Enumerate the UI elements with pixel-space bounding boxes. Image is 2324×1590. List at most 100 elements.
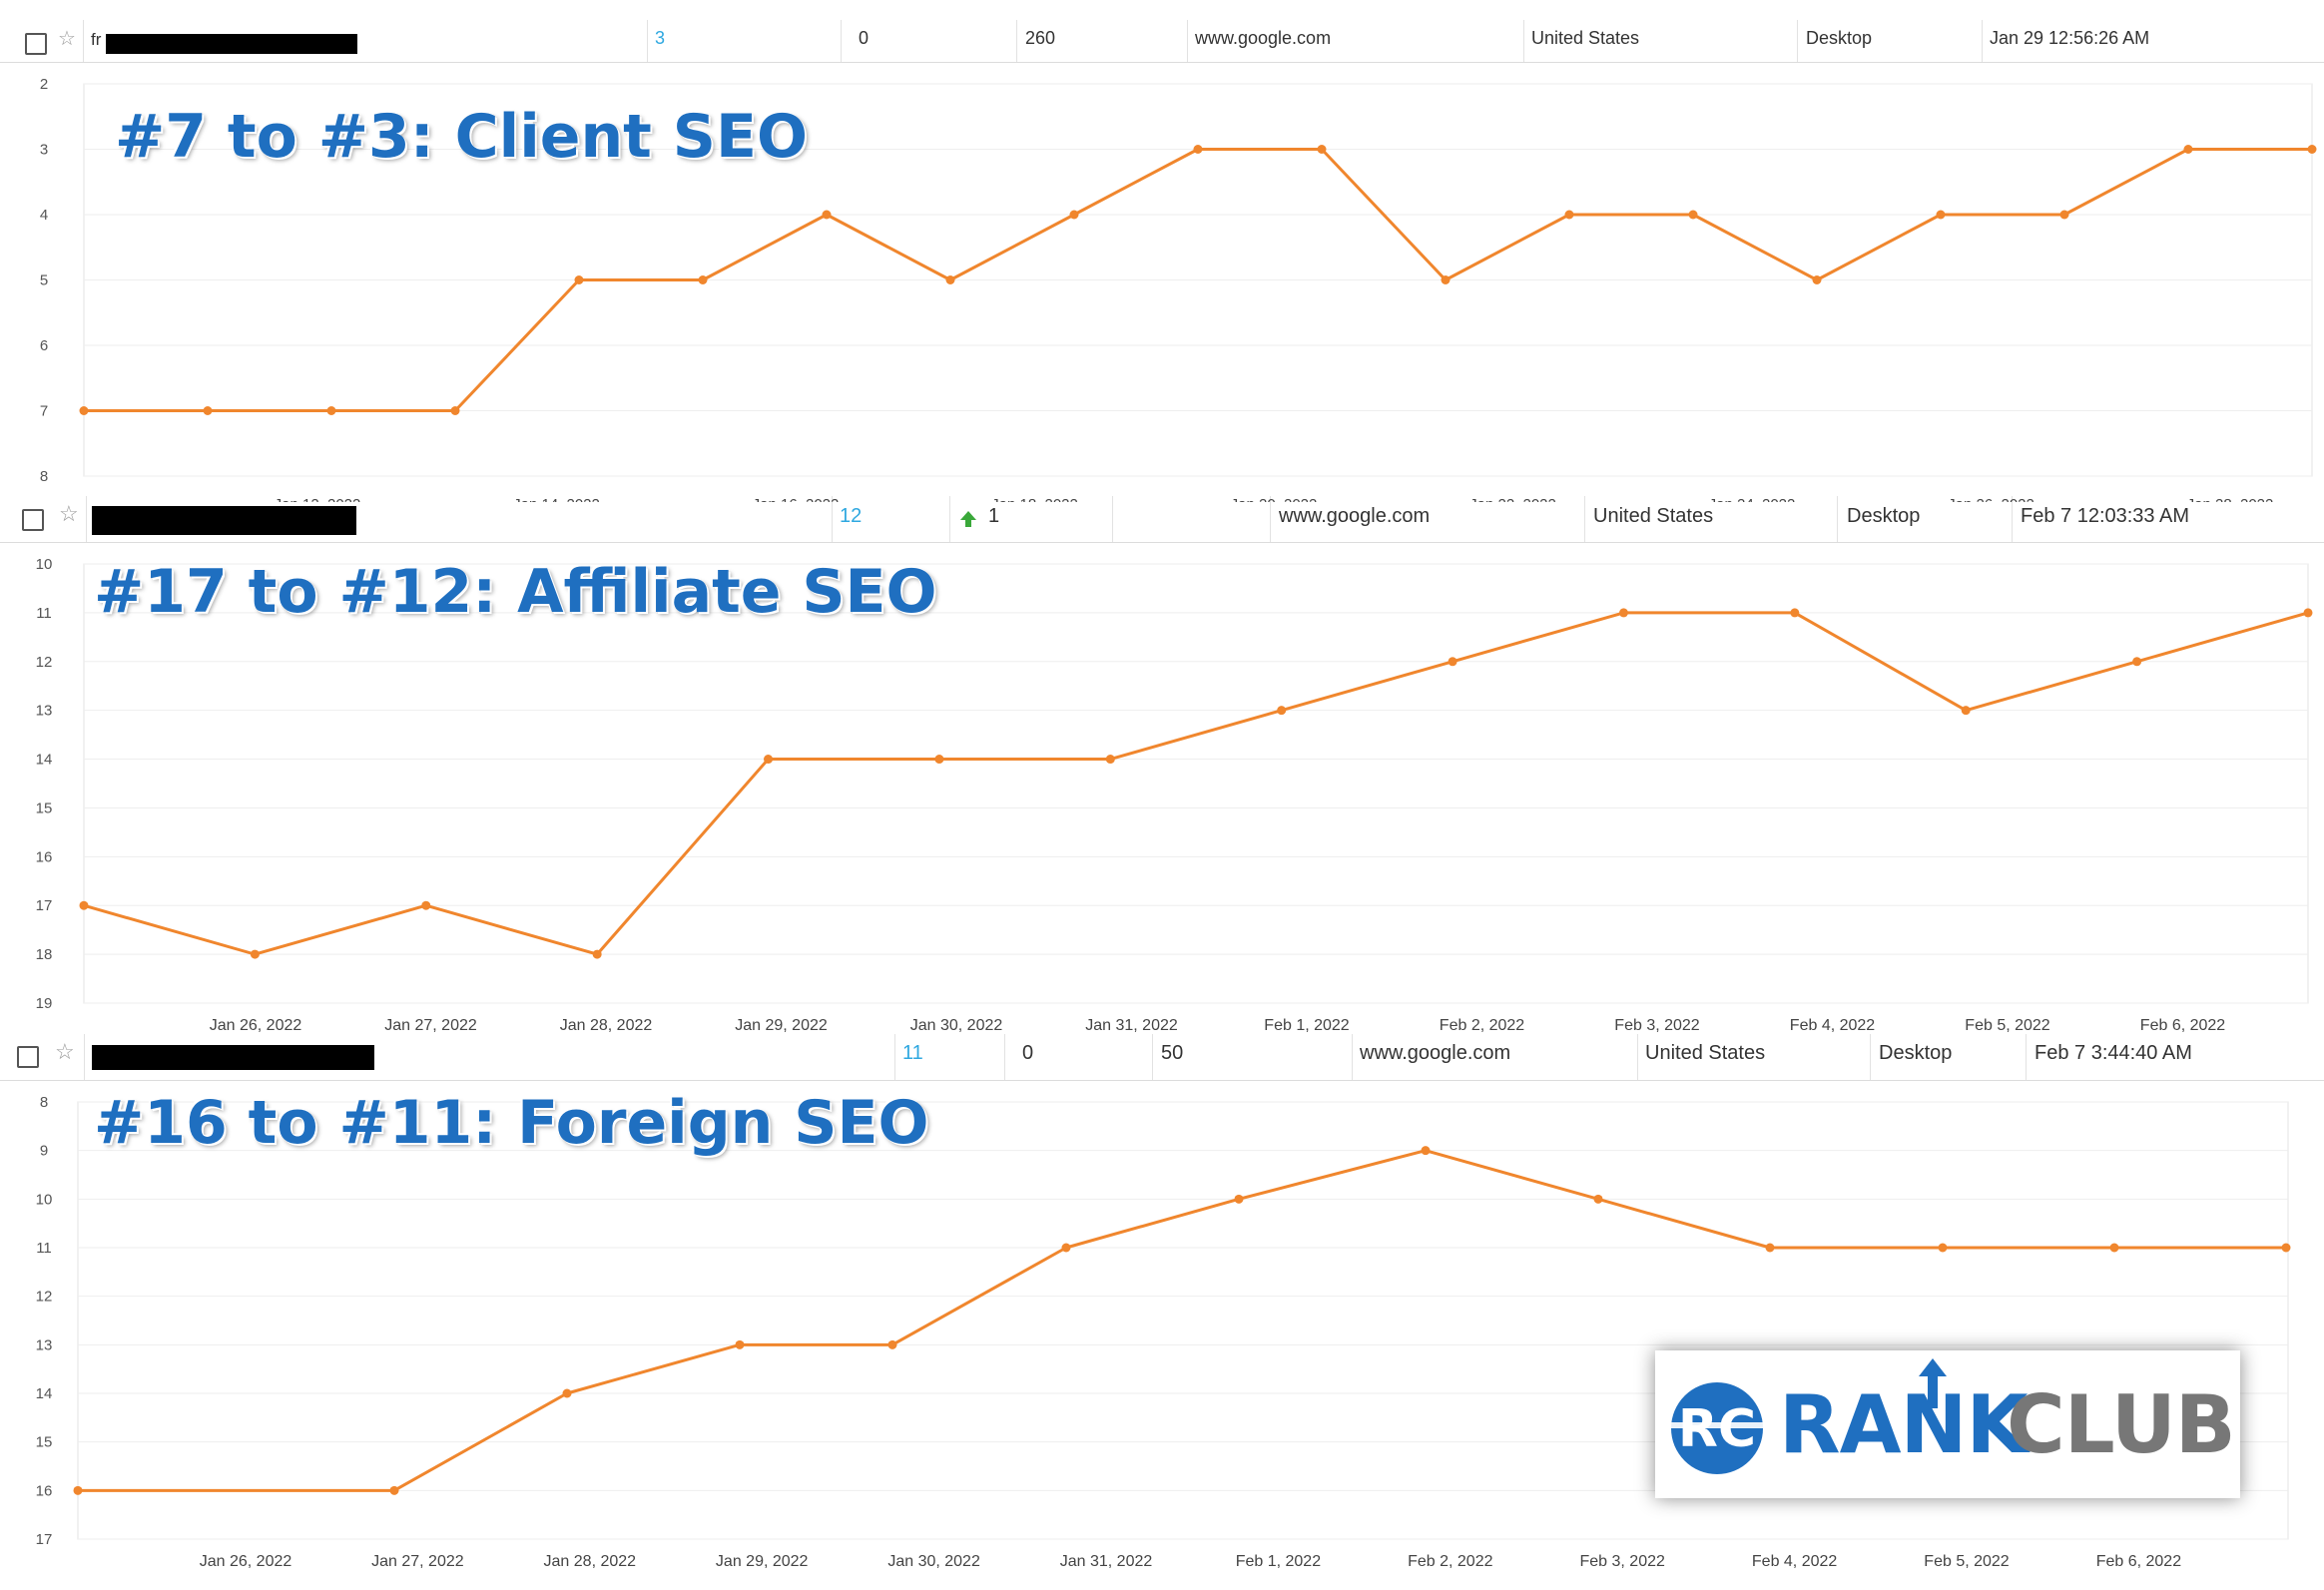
keyword-row-1[interactable]: ☆ fr 3 0 260 www.google.com United State… — [0, 20, 2324, 63]
rank-chart-affiliate: 10 11 12 13 14 15 16 17 18 19 Jan 26, 2022 Jan 27, … — [36, 556, 2313, 1034]
data-point[interactable] — [250, 949, 260, 959]
rank-value[interactable]: 11 — [902, 1042, 923, 1064]
row-checkbox[interactable] — [22, 509, 44, 531]
star-icon[interactable]: ☆ — [58, 28, 76, 50]
y-tick-label: 13 — [36, 1336, 53, 1353]
change-value: 0 — [859, 28, 870, 48]
data-point[interactable] — [79, 900, 89, 910]
data-point[interactable] — [2132, 657, 2142, 667]
star-icon[interactable]: ☆ — [59, 501, 79, 526]
arrow-up-icon — [960, 511, 976, 527]
data-point[interactable] — [945, 275, 955, 284]
data-point[interactable] — [2109, 1243, 2119, 1253]
data-point[interactable] — [1441, 275, 1451, 284]
x-tick-label: Jan 28, 2022 — [2187, 496, 2274, 513]
x-tick-label: Feb 2, 2022 — [1408, 1553, 1493, 1570]
y-tick-label: 3 — [40, 142, 48, 159]
svg-text:RC: RC — [1678, 1399, 1756, 1459]
data-point[interactable] — [562, 1388, 572, 1398]
y-tick-label: 16 — [36, 1482, 53, 1499]
y-tick-label: 8 — [40, 1094, 48, 1111]
x-tick-label: Jan 31, 2022 — [1085, 1017, 1178, 1034]
x-tick-label: Jan 24, 2022 — [1709, 496, 1796, 513]
x-tick-label: Jan 16, 2022 — [753, 496, 840, 513]
x-tick-label: Jan 28, 2022 — [560, 1017, 653, 1034]
data-point[interactable] — [1812, 275, 1822, 284]
data-point[interactable] — [1593, 1194, 1603, 1204]
data-point[interactable] — [698, 275, 708, 284]
data-point[interactable] — [203, 406, 213, 415]
series-line — [83, 611, 2309, 956]
data-point[interactable] — [1688, 210, 1698, 220]
search-engine: www.google.com — [1279, 505, 1431, 527]
data-point[interactable] — [1564, 210, 1574, 220]
redacted-keyword — [92, 506, 356, 535]
data-point[interactable] — [1936, 210, 1946, 220]
rc-logo-mark: RC — [1671, 1382, 1775, 1474]
data-point[interactable] — [326, 406, 336, 415]
y-tick-label: 7 — [40, 403, 48, 420]
device: Desktop — [1806, 28, 1873, 48]
data-point[interactable] — [1193, 145, 1203, 154]
data-point[interactable] — [2059, 210, 2069, 220]
x-tick-label: Jan 28, 2022 — [544, 1553, 637, 1570]
device: Desktop — [1879, 1042, 1953, 1064]
data-point[interactable] — [1069, 210, 1079, 220]
change-value: 0 — [1022, 1042, 1034, 1064]
data-point[interactable] — [574, 275, 584, 284]
y-tick-label: 16 — [36, 848, 53, 865]
data-point[interactable] — [735, 1339, 745, 1349]
data-point[interactable] — [421, 900, 431, 910]
data-point[interactable] — [2183, 145, 2193, 154]
data-point[interactable] — [1234, 1194, 1244, 1204]
data-point[interactable] — [822, 210, 832, 220]
rank-value[interactable]: 3 — [655, 28, 666, 48]
data-point[interactable] — [79, 406, 89, 415]
data-point[interactable] — [1961, 706, 1971, 716]
data-point[interactable] — [2281, 1243, 2291, 1253]
data-point[interactable] — [450, 406, 460, 415]
logo-club-text: CLUB — [2007, 1378, 2236, 1471]
x-tick-label: Feb 1, 2022 — [1236, 1553, 1322, 1570]
row-checkbox[interactable] — [25, 33, 47, 55]
x-tick-label: Feb 1, 2022 — [1264, 1017, 1350, 1034]
data-point[interactable] — [1105, 755, 1115, 765]
x-tick-label: Jan 26, 2022 — [200, 1553, 292, 1570]
data-point[interactable] — [592, 949, 602, 959]
data-point[interactable] — [73, 1485, 83, 1495]
y-tick-label: 14 — [36, 752, 53, 769]
rank-value[interactable]: 12 — [840, 505, 863, 527]
data-point[interactable] — [934, 755, 944, 765]
x-tick-label: Jan 30, 2022 — [887, 1553, 980, 1570]
device: Desktop — [1847, 505, 1921, 527]
last-updated: Feb 7 12:03:33 AM — [2021, 505, 2190, 527]
country: United States — [1645, 1042, 1766, 1064]
x-tick-label: Jan 12, 2022 — [275, 496, 361, 513]
star-icon[interactable]: ☆ — [55, 1039, 75, 1064]
row-checkbox[interactable] — [17, 1046, 39, 1068]
x-tick-label: Jan 26, 2022 — [210, 1017, 302, 1034]
data-point[interactable] — [887, 1339, 897, 1349]
data-point[interactable] — [764, 755, 774, 765]
data-point[interactable] — [1618, 608, 1628, 618]
data-point[interactable] — [1448, 657, 1457, 667]
data-point[interactable] — [2307, 145, 2317, 154]
data-point[interactable] — [1765, 1243, 1775, 1253]
keyword-row-2[interactable]: ☆ 12 1 www.google.com United States Desk… — [0, 496, 2324, 543]
keyword-row-3[interactable]: ☆ 11 0 50 www.google.com United States D… — [0, 1034, 2324, 1081]
data-point[interactable] — [1938, 1243, 1948, 1253]
x-tick-label: Jan 27, 2022 — [384, 1017, 477, 1034]
data-point[interactable] — [389, 1485, 399, 1495]
x-tick-label: Jan 29, 2022 — [716, 1553, 809, 1570]
data-point[interactable] — [2303, 608, 2313, 618]
data-point[interactable] — [1061, 1243, 1071, 1253]
data-point[interactable] — [1790, 608, 1800, 618]
data-point[interactable] — [1421, 1146, 1431, 1156]
y-tick-label: 11 — [36, 605, 52, 622]
redacted-keyword — [106, 34, 357, 54]
x-tick-label: Jan 30, 2022 — [910, 1017, 1003, 1034]
x-axis: Jan 26, 2022 Jan 27, 2022 Jan 28, 2022 Jan … — [210, 1017, 2226, 1034]
x-tick-label: Jan 14, 2022 — [513, 496, 600, 513]
data-point[interactable] — [1277, 706, 1287, 716]
data-point[interactable] — [1317, 145, 1327, 154]
